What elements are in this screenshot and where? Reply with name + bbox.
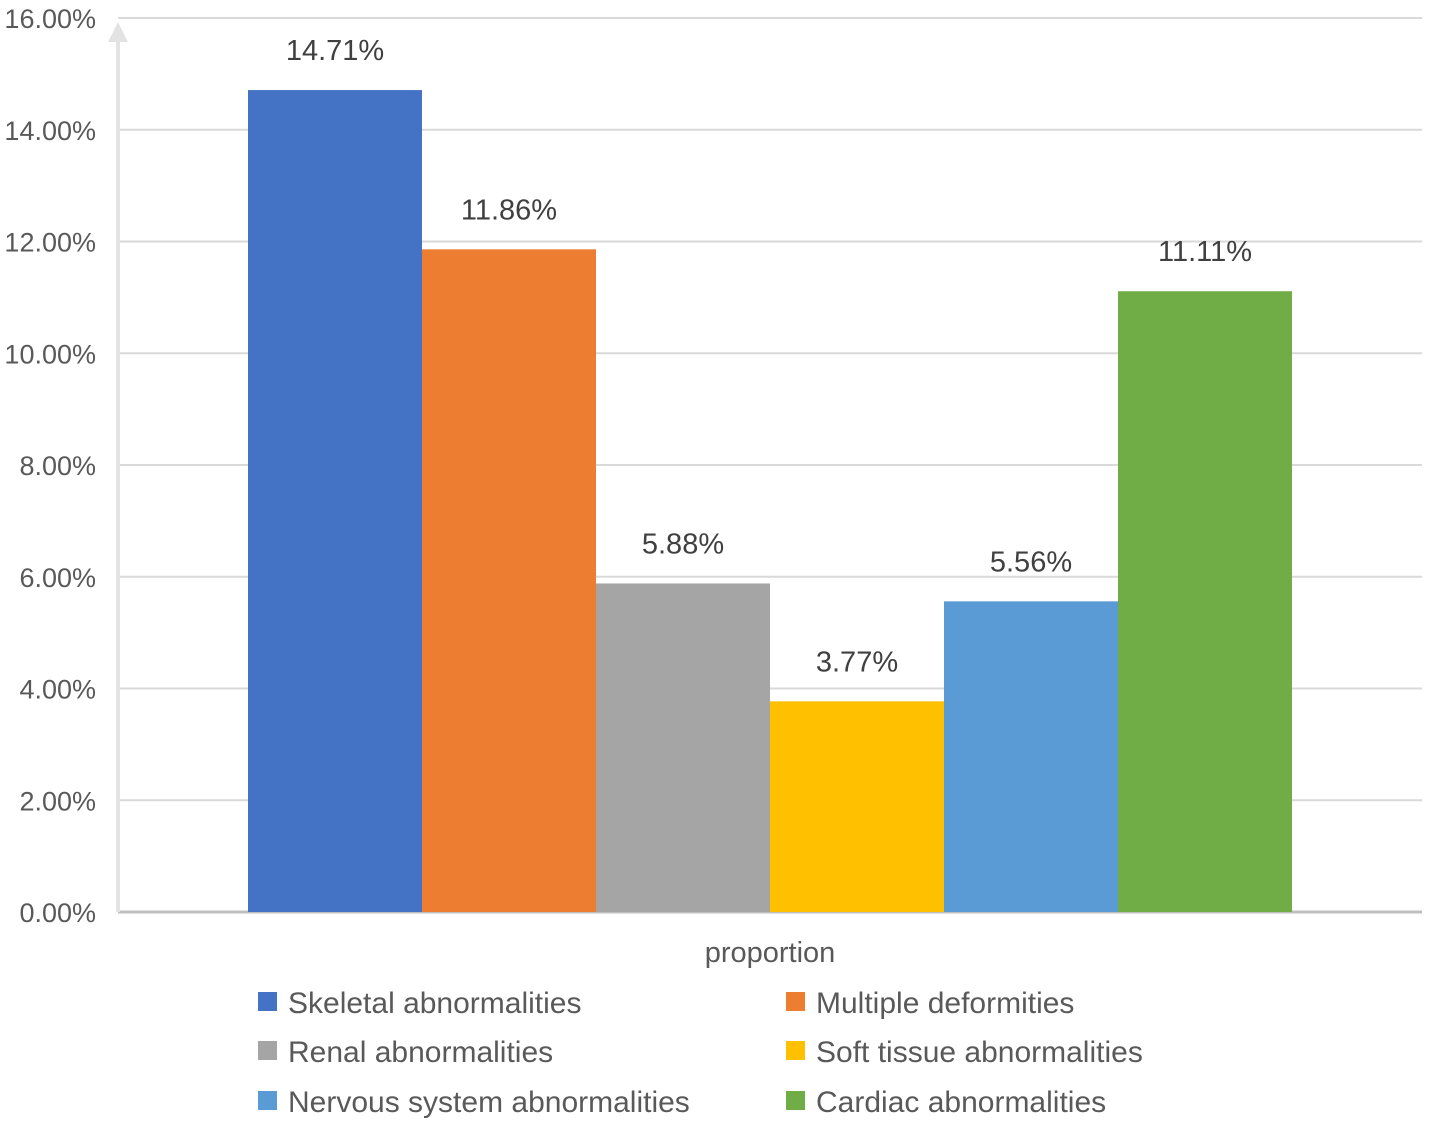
bar: [1118, 291, 1292, 912]
y-tick-label: 4.00%: [19, 675, 96, 705]
x-axis: proportion: [705, 937, 836, 969]
y-tick-label: 2.00%: [19, 786, 96, 816]
y-tick-label: 8.00%: [19, 451, 96, 481]
legend-swatch: [258, 1041, 277, 1060]
legend-swatch: [786, 1091, 805, 1110]
y-tick-label: 0.00%: [19, 898, 96, 928]
legend-label: Skeletal abnormalities: [288, 987, 581, 1020]
data-label: 3.77%: [816, 646, 898, 678]
data-label: 11.11%: [1158, 236, 1252, 268]
data-label: 5.56%: [990, 546, 1072, 578]
data-label: 5.88%: [642, 528, 724, 560]
y-tick-label: 10.00%: [4, 339, 96, 369]
y-axis-arrow: [108, 22, 128, 42]
category-label: proportion: [705, 937, 836, 969]
legend-swatch: [786, 1041, 805, 1060]
legend-swatch: [258, 1091, 277, 1110]
y-tick-label: 12.00%: [4, 228, 96, 258]
y-tick-label: 6.00%: [19, 563, 96, 593]
legend-label: Multiple deformities: [816, 987, 1074, 1020]
legend: Skeletal abnormalities Multiple deformiti…: [258, 987, 1143, 1119]
data-label: 14.71%: [286, 35, 384, 67]
legend-label: Cardiac abnormalities: [816, 1086, 1106, 1119]
legend-label: Nervous system abnormalities: [288, 1086, 690, 1119]
bars: [248, 90, 1292, 913]
bar: [944, 601, 1118, 912]
data-labels: 14.71% 11.86% 5.88% 3.77% 5.56% 11.11%: [286, 35, 1252, 678]
legend-label: Soft tissue abnormalities: [816, 1036, 1143, 1069]
y-tick-label: 14.00%: [4, 116, 96, 146]
data-label: 11.86%: [461, 194, 557, 226]
legend-swatch: [786, 992, 805, 1011]
legend-label: Renal abnormalities: [288, 1036, 553, 1069]
bar: [248, 90, 422, 913]
y-tick-label: 16.00%: [4, 4, 96, 34]
bar: [422, 249, 596, 912]
bar: [770, 701, 944, 912]
bar: [596, 583, 770, 912]
legend-swatch: [258, 992, 277, 1011]
y-axis: 0.00% 2.00% 4.00% 6.00% 8.00% 10.00% 12.00% 14.…: [4, 4, 128, 928]
